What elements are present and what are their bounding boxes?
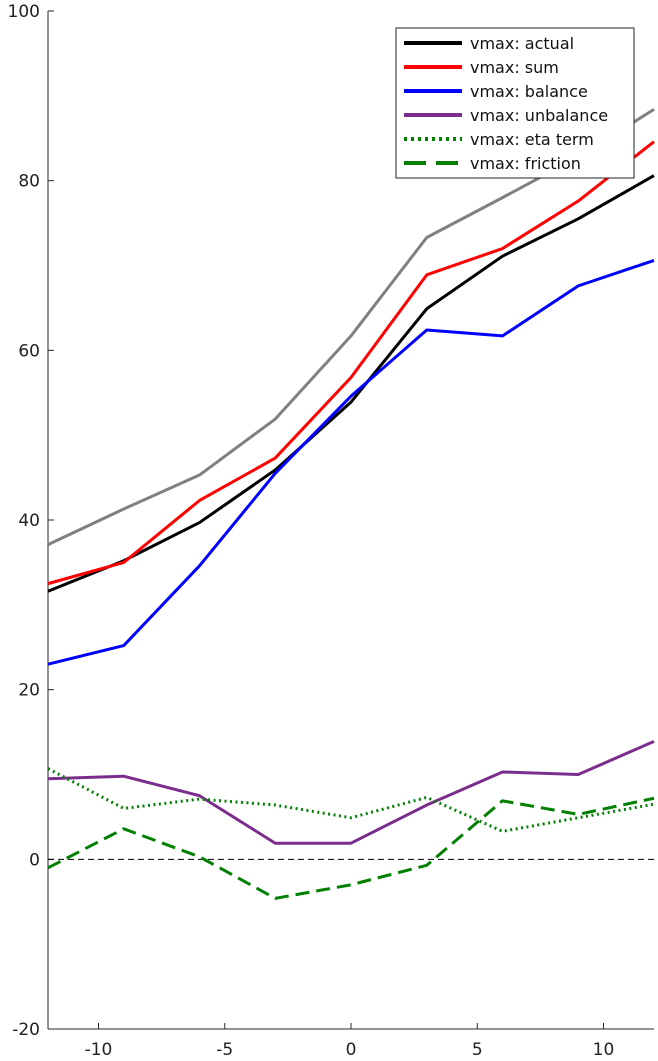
y-tick-label: 100 (8, 2, 40, 22)
legend: vmax: actual vmax: sum vmax: balance vmax: … (395, 27, 635, 179)
legend-label: vmax: balance (470, 82, 588, 101)
y-tick-label: 0 (29, 850, 40, 870)
legend-label: vmax: actual (470, 34, 574, 53)
x-tick-label: -5 (216, 1040, 233, 1060)
x-tick-label: 0 (346, 1040, 357, 1060)
series-line-vmax-balance (47, 258, 655, 666)
axes-group: -20 0 20 40 60 80 100 -10 -5 0 5 10 (8, 2, 654, 1060)
series-line-vmax-friction (47, 796, 655, 900)
series-line-vmax-unbalance (47, 740, 655, 845)
series-line-vmax-sum (47, 140, 655, 586)
y-tick-label: 60 (18, 341, 40, 361)
x-tick-label: 5 (472, 1040, 483, 1060)
legend-label: vmax: sum (470, 58, 559, 77)
x-tick-label: -10 (85, 1040, 113, 1060)
legend-label: vmax: friction (470, 154, 581, 173)
series-line-vmax-actual (47, 174, 655, 593)
y-tick-label: -20 (12, 1020, 40, 1040)
y-tick-label: 80 (18, 172, 40, 192)
legend-label: vmax: eta term (470, 130, 594, 149)
legend-label: vmax: unbalance (470, 106, 608, 125)
x-tick-label: 10 (593, 1040, 615, 1060)
y-tick-label: 20 (18, 681, 40, 701)
series-group (47, 108, 655, 900)
legend-box (395, 27, 635, 179)
y-tick-label: 40 (18, 511, 40, 531)
series-line-vmax-eta-term (47, 767, 655, 833)
